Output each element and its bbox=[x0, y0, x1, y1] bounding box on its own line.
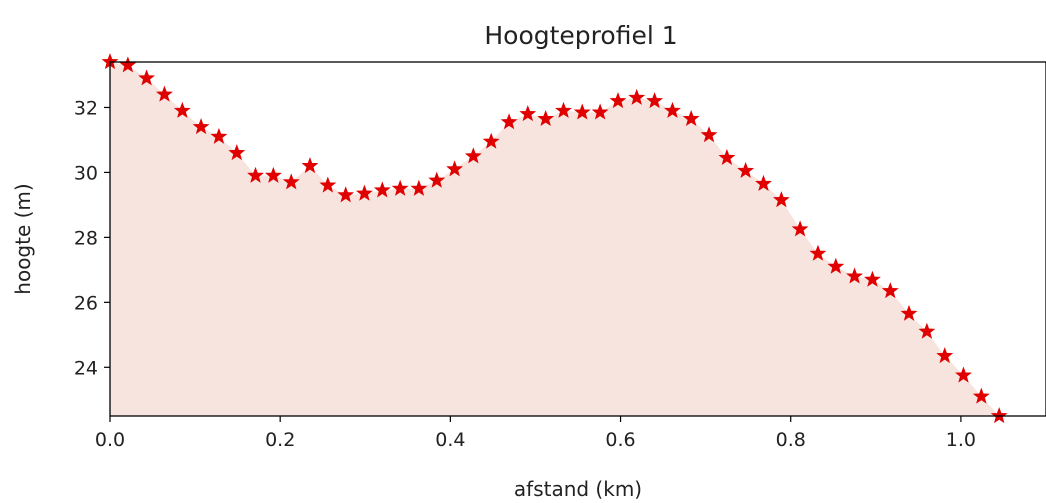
x-tick-label: 0.0 bbox=[95, 429, 125, 451]
y-tick-label: 30 bbox=[74, 162, 98, 184]
data-point-star bbox=[628, 88, 646, 105]
data-point-star bbox=[247, 166, 264, 183]
data-point-star bbox=[537, 109, 555, 127]
data-point-star bbox=[955, 366, 972, 383]
data-point-star bbox=[700, 126, 718, 143]
y-tick-label: 24 bbox=[74, 357, 98, 379]
chart-title: Hoogteprofiel 1 bbox=[484, 21, 677, 50]
data-point-star bbox=[337, 186, 355, 203]
x-tick-label: 0.4 bbox=[435, 429, 465, 451]
data-point-star bbox=[119, 56, 137, 73]
data-point-star bbox=[827, 257, 845, 274]
x-tick-label: 1.0 bbox=[946, 429, 976, 451]
data-point-star bbox=[373, 181, 391, 198]
data-point-star bbox=[192, 118, 210, 135]
data-point-star bbox=[319, 176, 337, 193]
data-point-star bbox=[355, 184, 373, 201]
data-point-star bbox=[500, 113, 518, 130]
data-point-star bbox=[646, 92, 664, 109]
data-point-star bbox=[972, 387, 990, 404]
data-point-star bbox=[737, 161, 755, 178]
data-point-star bbox=[718, 148, 736, 165]
data-point-star bbox=[573, 103, 591, 120]
data-point-star bbox=[772, 191, 790, 208]
data-point-star bbox=[410, 179, 428, 196]
data-point-star bbox=[173, 101, 191, 118]
y-axis-label: hoogte (m) bbox=[11, 183, 35, 294]
area-fill bbox=[110, 62, 1000, 416]
x-axis: 0.0 0.2 0.4 0.6 0.8 1.0 bbox=[95, 416, 976, 451]
data-point-star bbox=[664, 101, 681, 118]
data-point-star bbox=[156, 85, 173, 102]
y-tick-label: 32 bbox=[74, 97, 98, 119]
data-point-star bbox=[282, 173, 300, 190]
data-point-star bbox=[609, 92, 627, 109]
data-point-star bbox=[809, 244, 827, 261]
y-tick-label: 26 bbox=[74, 292, 98, 314]
plot-area bbox=[101, 53, 1008, 424]
data-point-star bbox=[591, 103, 609, 120]
data-point-star bbox=[519, 105, 537, 122]
data-point-star bbox=[428, 171, 446, 188]
x-tick-label: 0.2 bbox=[265, 429, 295, 451]
data-point-star bbox=[791, 220, 809, 237]
data-point-star bbox=[846, 267, 863, 284]
data-point-star bbox=[990, 407, 1008, 424]
data-point-star bbox=[918, 322, 936, 339]
data-point-star bbox=[555, 101, 572, 118]
x-tick-label: 0.6 bbox=[605, 429, 635, 451]
data-point-star bbox=[391, 179, 409, 196]
data-point-star bbox=[755, 174, 772, 191]
data-point-star bbox=[682, 109, 700, 127]
data-point-star bbox=[210, 127, 228, 144]
data-point-star bbox=[301, 157, 319, 174]
x-axis-label: afstand (km) bbox=[514, 477, 642, 501]
data-point-star bbox=[936, 347, 954, 364]
data-point-star bbox=[446, 160, 464, 177]
data-point-star bbox=[228, 144, 246, 161]
data-point-star bbox=[482, 132, 500, 149]
data-point-star bbox=[264, 166, 282, 183]
data-point-star bbox=[881, 282, 899, 299]
plot-frame bbox=[109, 61, 1046, 417]
data-point-star bbox=[863, 270, 881, 287]
y-tick-label: 28 bbox=[74, 227, 98, 249]
x-tick-label: 0.8 bbox=[776, 429, 806, 451]
data-point-star bbox=[138, 69, 156, 86]
data-point-star bbox=[464, 147, 482, 164]
data-point-star bbox=[900, 304, 918, 321]
y-axis: 24 26 28 30 32 bbox=[74, 97, 110, 379]
